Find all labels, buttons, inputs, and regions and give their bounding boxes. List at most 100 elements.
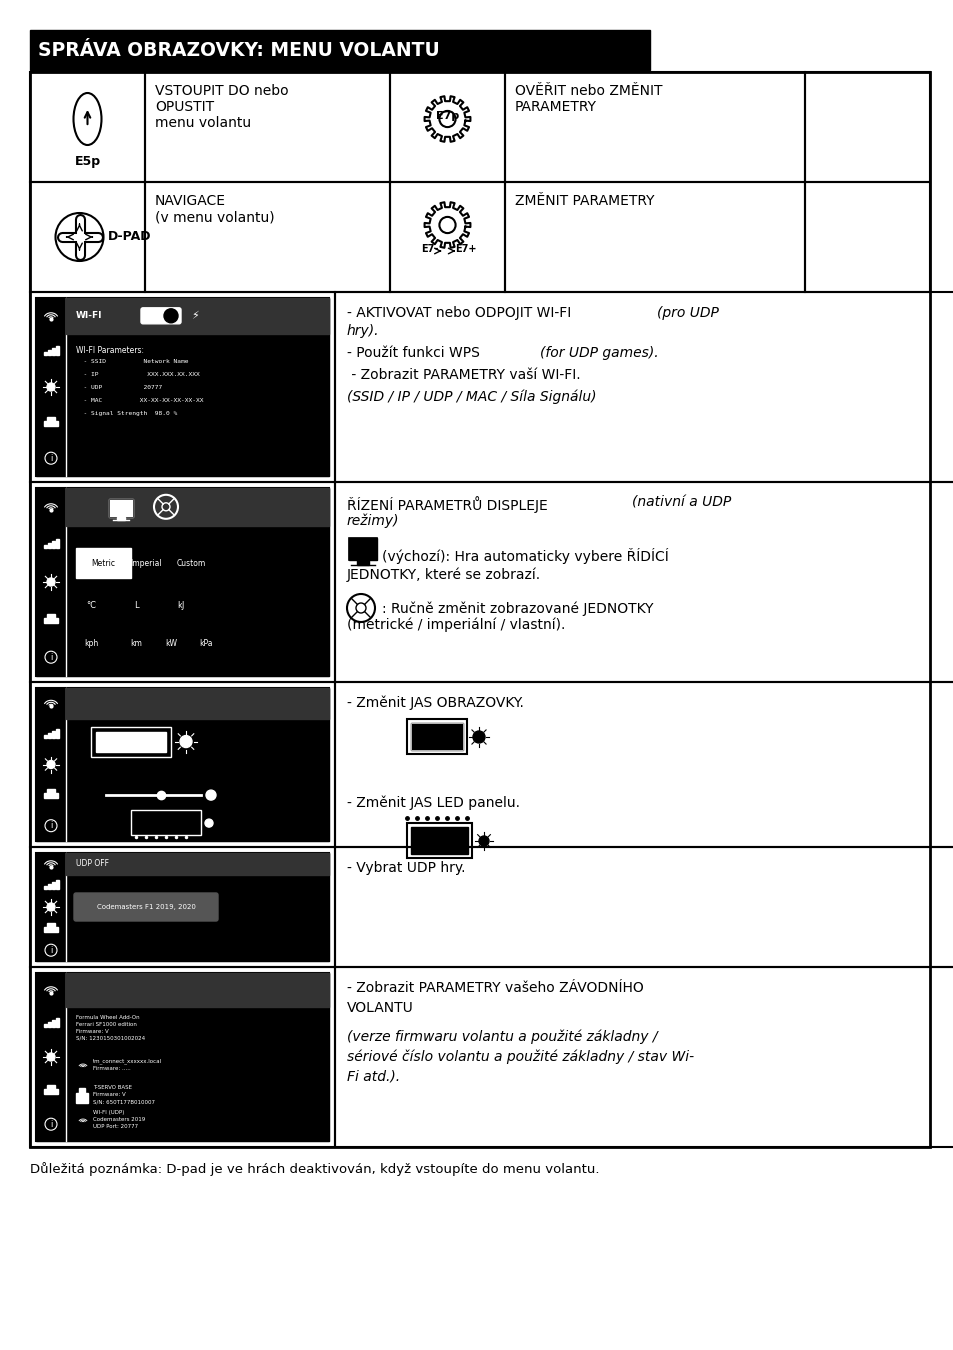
Bar <box>351 540 375 558</box>
Circle shape <box>473 730 484 742</box>
Bar <box>36 688 329 841</box>
Bar <box>335 292 953 482</box>
Bar <box>52 348 55 355</box>
Bar <box>47 1084 55 1088</box>
Text: (nativní a UDP: (nativní a UDP <box>631 495 731 510</box>
Text: - Vybrat UDP hry.: - Vybrat UDP hry. <box>347 861 465 875</box>
Bar <box>76 548 131 578</box>
Bar <box>804 182 929 292</box>
Text: ŘÍZENÍ PARAMETRŮ DISPLEJE: ŘÍZENÍ PARAMETRŮ DISPLEJE <box>347 495 552 513</box>
Bar <box>411 724 462 751</box>
Text: - Změnit JAS LED panelu.: - Změnit JAS LED panelu. <box>347 796 519 810</box>
Text: OVĚŘIT nebo ZMĚNIT
PARAMETRY: OVĚŘIT nebo ZMĚNIT PARAMETRY <box>515 84 661 115</box>
Bar <box>349 539 376 560</box>
Bar <box>56 540 59 548</box>
Bar <box>36 973 329 1141</box>
Bar <box>44 421 58 425</box>
Text: T-SERVO BASE
Firmware: V
S/N: 650T177B010007: T-SERVO BASE Firmware: V S/N: 650T177B01… <box>92 1085 154 1104</box>
Bar <box>91 726 171 756</box>
Bar <box>66 487 329 525</box>
Circle shape <box>47 383 55 392</box>
Bar <box>44 1025 47 1027</box>
FancyBboxPatch shape <box>141 308 181 324</box>
Bar <box>30 292 335 482</box>
Text: °C: °C <box>86 601 96 610</box>
Text: - Změnit JAS OBRAZOVKY.: - Změnit JAS OBRAZOVKY. <box>347 697 523 710</box>
Bar <box>36 487 329 676</box>
FancyBboxPatch shape <box>74 892 218 921</box>
Bar <box>30 482 335 682</box>
Text: hry).: hry). <box>347 324 379 338</box>
Text: kW: kW <box>165 639 177 648</box>
Circle shape <box>47 578 55 586</box>
Bar <box>131 810 201 836</box>
Bar <box>109 498 132 517</box>
Bar <box>44 617 58 622</box>
Text: SPRÁVA OBRAZOVKY: MENU VOLANTU: SPRÁVA OBRAZOVKY: MENU VOLANTU <box>38 40 439 59</box>
Circle shape <box>206 790 215 801</box>
Text: : Ručně změnit zobrazované JEDNOTKY: : Ručně změnit zobrazované JEDNOTKY <box>381 602 653 617</box>
Bar <box>349 539 376 560</box>
Text: UDP OFF: UDP OFF <box>76 860 109 868</box>
Circle shape <box>164 309 178 323</box>
Bar <box>44 1088 58 1094</box>
Bar <box>504 72 804 182</box>
Text: L: L <box>133 601 138 610</box>
Bar <box>56 1018 59 1027</box>
Bar <box>79 1088 85 1092</box>
Text: i: i <box>50 821 52 830</box>
Text: i: i <box>50 454 52 463</box>
Bar <box>56 347 59 355</box>
Bar <box>47 614 55 617</box>
Text: - SSID          Network Name: - SSID Network Name <box>76 359 189 363</box>
Bar <box>76 1092 88 1103</box>
Text: E5p: E5p <box>74 155 100 167</box>
Text: WI-FI: WI-FI <box>76 312 102 320</box>
Bar <box>407 824 472 859</box>
Bar <box>335 967 953 1148</box>
Bar <box>48 884 51 890</box>
Circle shape <box>47 903 55 911</box>
Text: - UDP           20777: - UDP 20777 <box>76 385 162 390</box>
Text: kJ: kJ <box>177 601 185 610</box>
Text: JEDNOTKY, které se zobrazí.: JEDNOTKY, které se zobrazí. <box>347 568 540 582</box>
Bar <box>30 182 145 292</box>
Bar <box>66 298 329 333</box>
Bar <box>145 72 390 182</box>
Bar <box>30 846 335 967</box>
Circle shape <box>205 819 213 828</box>
Text: WI-FI (UDP)
Codemasters 2019
UDP Port: 20777: WI-FI (UDP) Codemasters 2019 UDP Port: 2… <box>92 1110 145 1129</box>
Text: i: i <box>50 1119 52 1129</box>
Bar <box>804 72 929 182</box>
Bar <box>411 724 462 751</box>
Bar <box>30 72 929 1147</box>
Text: kph: kph <box>84 639 98 648</box>
Text: D-PAD: D-PAD <box>108 231 151 243</box>
Bar <box>335 846 953 967</box>
Bar <box>47 790 55 792</box>
Bar <box>36 853 329 961</box>
Text: - MAC          XX-XX-XX-XX-XX-XX: - MAC XX-XX-XX-XX-XX-XX <box>76 398 203 402</box>
Circle shape <box>47 1053 55 1061</box>
Bar <box>66 973 329 1007</box>
Text: - IP             XXX.XXX.XX.XXX: - IP XXX.XXX.XX.XXX <box>76 371 199 377</box>
Text: ⚡: ⚡ <box>191 310 198 321</box>
Bar <box>36 298 329 477</box>
Text: - AKTIVOVAT nebo ODPOJIT WI-FI: - AKTIVOVAT nebo ODPOJIT WI-FI <box>347 306 575 320</box>
Bar <box>52 730 55 738</box>
Text: - Zobrazit PARAMETRY vaší WI-FI.: - Zobrazit PARAMETRY vaší WI-FI. <box>347 369 580 382</box>
Bar <box>36 973 329 1141</box>
Text: Custom: Custom <box>176 559 206 568</box>
Bar <box>30 682 335 846</box>
Bar <box>407 720 467 755</box>
Bar <box>48 733 51 738</box>
Bar <box>30 967 335 1148</box>
Text: (výchozí): Hra automaticky vybere ŘÍDÍCÍ: (výchozí): Hra automaticky vybere ŘÍDÍCÍ <box>381 548 668 564</box>
Bar <box>356 560 369 566</box>
Bar <box>36 853 329 961</box>
Text: VSTOUPIT DO nebo
OPUSTIT
menu volantu: VSTOUPIT DO nebo OPUSTIT menu volantu <box>154 84 289 131</box>
Bar <box>52 883 55 890</box>
Text: (for UDP games).: (for UDP games). <box>539 346 658 360</box>
Bar <box>66 853 329 875</box>
Bar <box>52 1021 55 1027</box>
